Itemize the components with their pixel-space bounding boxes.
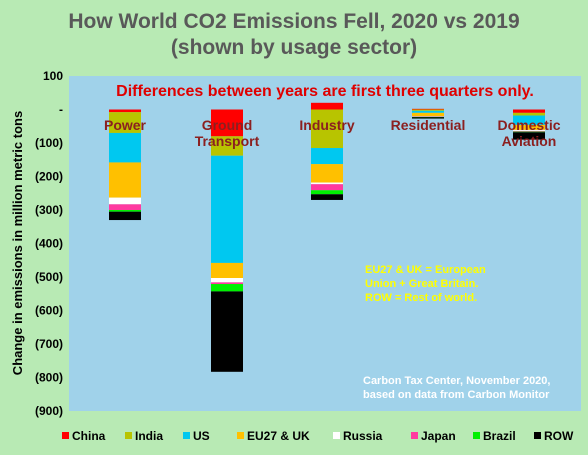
legend-swatch-row [534,432,541,439]
top-note: Differences between years are first thre… [116,83,534,100]
legend-swatch-india [125,432,132,439]
bar-segment-eu27-uk [311,164,343,183]
y-tick-label: (200) [35,170,63,184]
bar-segment-russia [311,182,343,185]
bar-segment-india [311,109,343,149]
bar-segment-brazil [109,210,141,212]
legend-swatch-russia [333,432,340,439]
category-label-line2: Transport [195,133,260,149]
category-label-line2: Aviation [502,133,557,149]
bar-segment-russia [211,278,243,283]
legend-label: US [193,429,210,443]
bar-segment-eu27-uk [513,124,545,130]
definition-note-line1: EU27 & UK = European [365,264,486,276]
bar-segment-japan [412,116,444,118]
bar-segment-china [211,109,243,137]
legend-label: Russia [343,429,383,443]
bar-segment-row [311,194,343,200]
bar-segment-row [513,132,545,140]
legend-label: EU27 & UK [247,429,310,443]
bar-segment-us [211,155,243,263]
bar-segment-row [211,291,243,372]
y-tick-label: (900) [35,404,63,418]
y-tick-label: (700) [35,337,63,351]
y-tick-label: (600) [35,304,63,318]
legend-label: India [135,429,163,443]
category-label: Domestic [497,117,560,133]
bars [109,102,545,372]
bar-segment-china [311,102,343,110]
bar-segment-us [109,132,141,163]
legend-label: Japan [421,429,456,443]
source-note-line2: based on data from Carbon Monitor [363,389,550,401]
bar-segment-japan [109,204,141,210]
y-tick-label: (400) [35,237,63,251]
bar-segment-brazil [311,190,343,195]
source-note-line1: Carbon Tax Center, November 2020, [363,375,550,387]
bar-segment-japan [513,130,545,132]
y-tick-label: 100 [43,69,63,83]
bar-segment-eu27-uk [412,112,444,117]
chart-title-line2: (shown by usage sector) [171,36,417,59]
bar-segment-eu27-uk [109,162,141,198]
bar-segment-russia [412,116,444,117]
bar-segment-russia [109,197,141,205]
bar-segment-row [109,211,141,221]
bar-segment-india [109,112,141,133]
legend: China India US EU27 & UK Russia Japan Brazil RO… [62,429,574,443]
bar-segment-india [412,109,444,111]
y-tick-label: (500) [35,270,63,284]
y-tick-label: (100) [35,136,63,150]
bar-segment-japan [211,282,243,285]
bar-segment-eu27-uk [211,262,243,279]
legend-label: China [72,429,106,443]
bar-segment-us [412,110,444,113]
bar-segment-india [211,136,243,156]
category-label: Power [104,117,147,133]
bar-segment-us [513,115,545,125]
y-tick-label: - [59,103,63,117]
legend-swatch-us [183,432,190,439]
legend-swatch-eu27-uk [237,432,244,439]
bar-segment-brazil [211,284,243,292]
y-tick-label: (300) [35,203,63,217]
bar-segment-japan [311,184,343,191]
category-label: Ground [202,117,253,133]
legend-swatch-china [62,432,69,439]
category-label: Industry [299,117,354,133]
bar-segment-india [513,112,545,116]
y-tick-label: (800) [35,371,63,385]
bar-segment-brazil [412,116,444,118]
legend-swatch-japan [411,432,418,439]
legend-label: Brazil [483,429,516,443]
definition-note-line3: ROW = Rest of world. [365,292,477,304]
bar-segment-brazil [513,131,545,133]
bar-segment-us [311,148,343,165]
definition-note-line2: Union + Great Britain. [365,278,478,290]
bar-segment-china [109,109,141,113]
legend-swatch-brazil [473,432,480,439]
chart-title-line1: How World CO2 Emissions Fell, 2020 vs 20… [68,10,519,33]
bar-segment-row [412,117,444,119]
y-axis-ticks: 100 - (100) (200) (300) (400) (500) (600) (700) (… [35,69,63,418]
y-axis-label: Change in emissions in million metric to… [10,111,25,375]
bar-segment-china [513,109,545,113]
category-label: Residential [391,117,466,133]
legend-label: ROW [544,429,574,443]
bar-segment-russia [513,129,545,131]
bar-segment-china [412,108,444,110]
